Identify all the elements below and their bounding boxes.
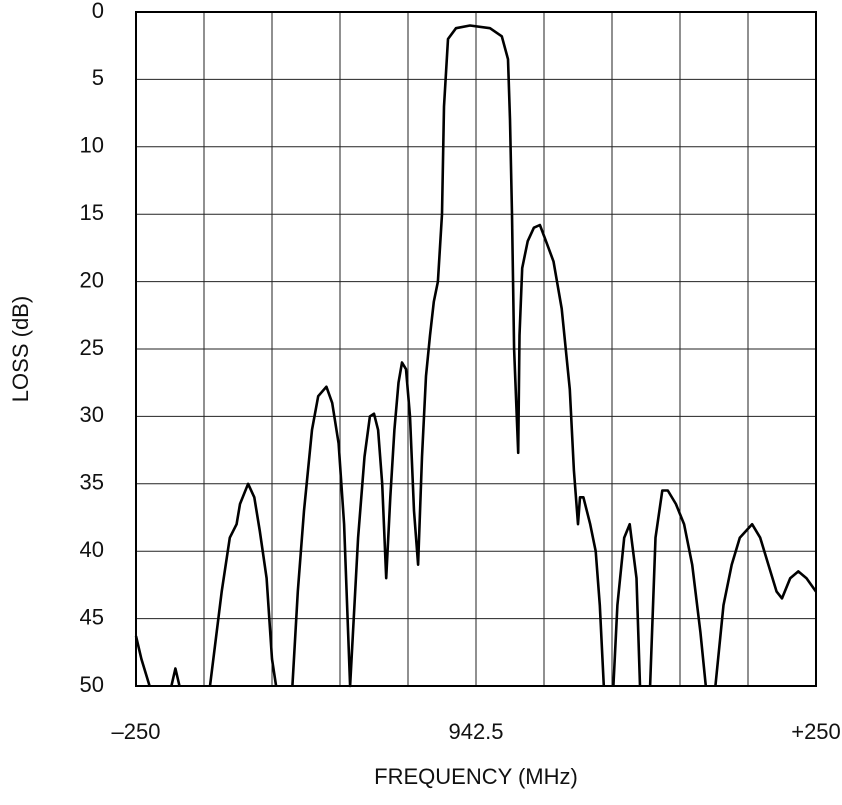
x-tick-label: +250 (791, 719, 841, 744)
y-tick-label: 45 (80, 604, 104, 629)
y-tick-label: 0 (92, 0, 104, 23)
x-tick-label: 942.5 (448, 719, 503, 744)
y-tick-label: 25 (80, 335, 104, 360)
plot-frame (135, 11, 817, 687)
y-tick-label: 50 (80, 672, 104, 697)
y-tick-label: 5 (92, 65, 104, 90)
y-tick-label: 35 (80, 470, 104, 495)
trace (134, 24, 818, 688)
x-axis-label: FREQUENCY (MHz) (374, 764, 578, 789)
y-tick-label: 10 (80, 133, 104, 158)
y-tick-label: 20 (80, 267, 104, 292)
x-tick-label: –250 (112, 719, 161, 744)
y-axis-label: LOSS (dB) (8, 296, 33, 402)
y-tick-label: 15 (80, 200, 104, 225)
y-tick-label: 40 (80, 537, 104, 562)
y-tick-label: 30 (80, 402, 104, 427)
